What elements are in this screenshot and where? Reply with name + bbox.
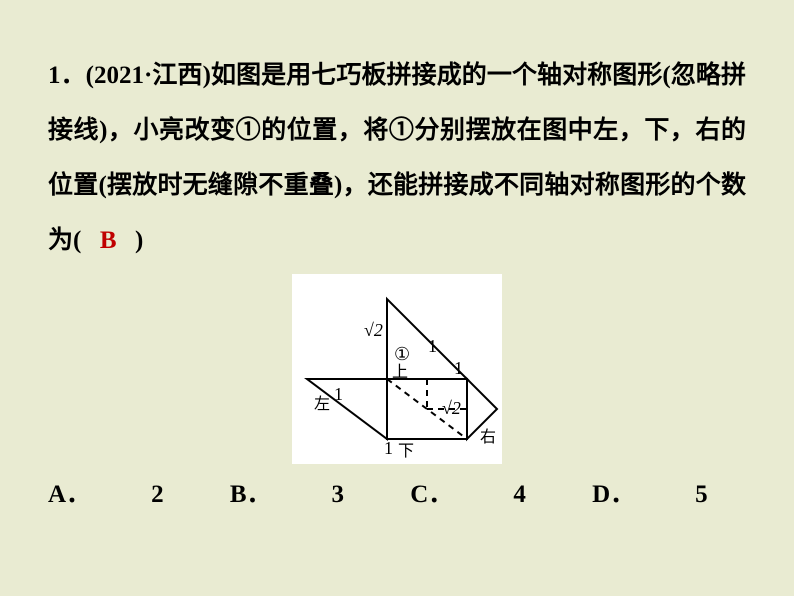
label-one-bottom: 1 bbox=[384, 438, 393, 458]
choice-a-value: 2 bbox=[151, 481, 164, 509]
choice-row: A． 2 B． 3 C． 4 D． 5 bbox=[48, 474, 746, 510]
label-shang: 上 bbox=[392, 363, 408, 381]
slide-page: 1．(2021·江西)如图是用七巧板拼接成的一个轴对称图形(忽略拼接线)，小亮改… bbox=[0, 0, 794, 596]
choice-d-label: D． bbox=[592, 474, 635, 510]
label-sqrt2-top: √2 bbox=[364, 320, 383, 340]
choice-a-label: A． bbox=[48, 474, 91, 510]
choice-b: B． 3 bbox=[230, 474, 344, 510]
choice-c-label: C． bbox=[410, 474, 453, 510]
question-text: 如图是用七巧板拼接成的一个轴对称图形(忽略拼接线)，小亮改变①的位置，将①分别摆… bbox=[48, 62, 746, 254]
choice-a: A． 2 bbox=[48, 474, 164, 510]
question-source: (2021·江西) bbox=[86, 62, 211, 89]
question-number: 1． bbox=[48, 62, 86, 89]
choice-d-value: 5 bbox=[695, 481, 708, 509]
question-stem: 1．(2021·江西)如图是用七巧板拼接成的一个轴对称图形(忽略拼接线)，小亮改… bbox=[48, 48, 746, 268]
choice-c-value: 4 bbox=[513, 481, 526, 509]
choice-b-value: 3 bbox=[332, 481, 345, 509]
label-one-mid-right: 1 bbox=[454, 358, 463, 378]
question-close-paren: ) bbox=[135, 227, 143, 254]
tangram-figure: √2 1 ① 上 1 左 1 √2 右 1 下 bbox=[292, 274, 502, 464]
label-you: 右 bbox=[480, 428, 496, 446]
label-xia: 下 bbox=[398, 443, 414, 460]
choice-d: D． 5 bbox=[592, 474, 708, 510]
label-sqrt2-mid-right: √2 bbox=[442, 398, 461, 418]
answer-text: B bbox=[100, 227, 117, 254]
label-one-top-right: 1 bbox=[428, 336, 437, 356]
label-zuo: 左 bbox=[314, 395, 330, 413]
label-circle-one: ① bbox=[394, 344, 410, 364]
label-one-mid-left: 1 bbox=[334, 384, 343, 404]
choice-c: C． 4 bbox=[410, 474, 526, 510]
choice-b-label: B． bbox=[230, 474, 272, 510]
